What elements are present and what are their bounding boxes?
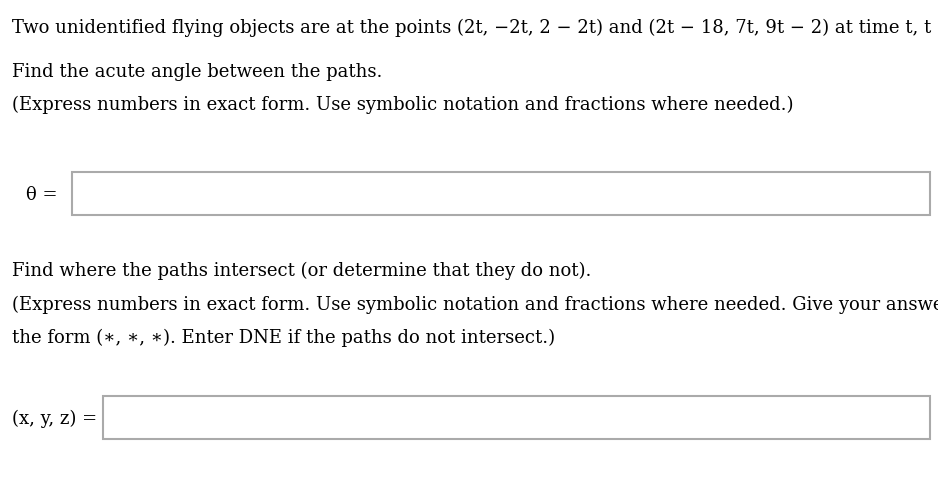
FancyBboxPatch shape xyxy=(103,396,930,439)
Text: Two unidentified flying objects are at the points (2t, −2t, 2 − 2t) and (2t − 18: Two unidentified flying objects are at t… xyxy=(12,19,938,37)
Text: the form (∗, ∗, ∗). Enter DNE if the paths do not intersect.): the form (∗, ∗, ∗). Enter DNE if the pat… xyxy=(12,328,555,347)
Text: (x, y, z) =: (x, y, z) = xyxy=(12,408,98,427)
Text: (Express numbers in exact form. Use symbolic notation and fractions where needed: (Express numbers in exact form. Use symb… xyxy=(12,96,794,114)
Text: (Express numbers in exact form. Use symbolic notation and fractions where needed: (Express numbers in exact form. Use symb… xyxy=(12,295,938,313)
FancyBboxPatch shape xyxy=(72,173,930,216)
Text: Find the acute angle between the paths.: Find the acute angle between the paths. xyxy=(12,62,383,80)
Text: θ =: θ = xyxy=(26,185,58,204)
Text: Find where the paths intersect (or determine that they do not).: Find where the paths intersect (or deter… xyxy=(12,262,592,280)
